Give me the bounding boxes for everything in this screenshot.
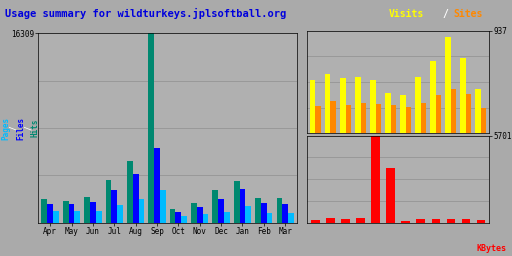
Bar: [69, 204, 74, 223]
Bar: [445, 37, 451, 133]
Bar: [461, 219, 470, 223]
Text: Visits: Visits: [389, 9, 424, 19]
Bar: [218, 199, 224, 223]
Bar: [346, 105, 351, 133]
Bar: [90, 202, 96, 223]
Bar: [356, 218, 365, 223]
Bar: [224, 212, 230, 223]
Bar: [342, 219, 350, 223]
Bar: [117, 205, 123, 223]
Bar: [112, 190, 117, 223]
Text: KBytes: KBytes: [477, 244, 507, 253]
Bar: [261, 203, 267, 223]
Bar: [311, 220, 319, 223]
Bar: [325, 74, 330, 133]
Bar: [460, 58, 466, 133]
Text: Usage summary for wildturkeys.jplsoftball.org: Usage summary for wildturkeys.jplsoftbal…: [5, 8, 286, 19]
Bar: [310, 80, 315, 133]
Bar: [436, 95, 441, 133]
Bar: [139, 199, 144, 223]
Bar: [288, 213, 294, 223]
Bar: [385, 93, 391, 133]
Text: Pages: Pages: [2, 116, 11, 140]
Bar: [176, 212, 181, 223]
Bar: [466, 94, 472, 133]
Bar: [255, 198, 261, 223]
Text: Sites: Sites: [453, 9, 482, 19]
Bar: [446, 219, 455, 223]
Bar: [84, 197, 90, 223]
Bar: [96, 210, 101, 223]
Bar: [387, 168, 395, 223]
Bar: [160, 190, 166, 223]
Bar: [401, 221, 410, 223]
Bar: [267, 213, 272, 223]
Bar: [477, 220, 485, 223]
Bar: [148, 33, 154, 223]
Bar: [240, 189, 245, 223]
Bar: [400, 95, 406, 133]
Bar: [371, 136, 380, 223]
Bar: [212, 190, 218, 223]
Bar: [53, 210, 59, 223]
Text: /: /: [9, 126, 18, 130]
Bar: [340, 79, 346, 133]
Bar: [41, 199, 47, 223]
Text: /: /: [443, 9, 449, 19]
Bar: [181, 216, 187, 223]
Bar: [203, 214, 208, 223]
Bar: [451, 89, 456, 133]
Bar: [276, 198, 282, 223]
Bar: [191, 203, 197, 223]
Bar: [105, 180, 112, 223]
Bar: [430, 61, 436, 133]
Bar: [406, 107, 411, 133]
Bar: [475, 89, 481, 133]
Bar: [315, 106, 321, 133]
Bar: [234, 181, 240, 223]
Text: Hits: Hits: [30, 119, 39, 137]
Bar: [133, 174, 139, 223]
Bar: [432, 219, 440, 223]
Bar: [74, 211, 80, 223]
Bar: [330, 101, 336, 133]
Bar: [421, 103, 426, 133]
Bar: [415, 77, 421, 133]
Bar: [169, 209, 176, 223]
Bar: [127, 161, 133, 223]
Bar: [391, 105, 396, 133]
Bar: [416, 219, 425, 223]
Bar: [197, 207, 203, 223]
Bar: [375, 104, 381, 133]
Bar: [326, 218, 335, 223]
Bar: [282, 204, 288, 223]
Text: Files: Files: [16, 116, 25, 140]
Bar: [154, 148, 160, 223]
Text: /: /: [24, 126, 33, 130]
Bar: [63, 201, 69, 223]
Bar: [360, 103, 366, 133]
Bar: [355, 77, 360, 133]
Bar: [47, 204, 53, 223]
Bar: [370, 80, 375, 133]
Bar: [481, 108, 486, 133]
Bar: [245, 206, 251, 223]
